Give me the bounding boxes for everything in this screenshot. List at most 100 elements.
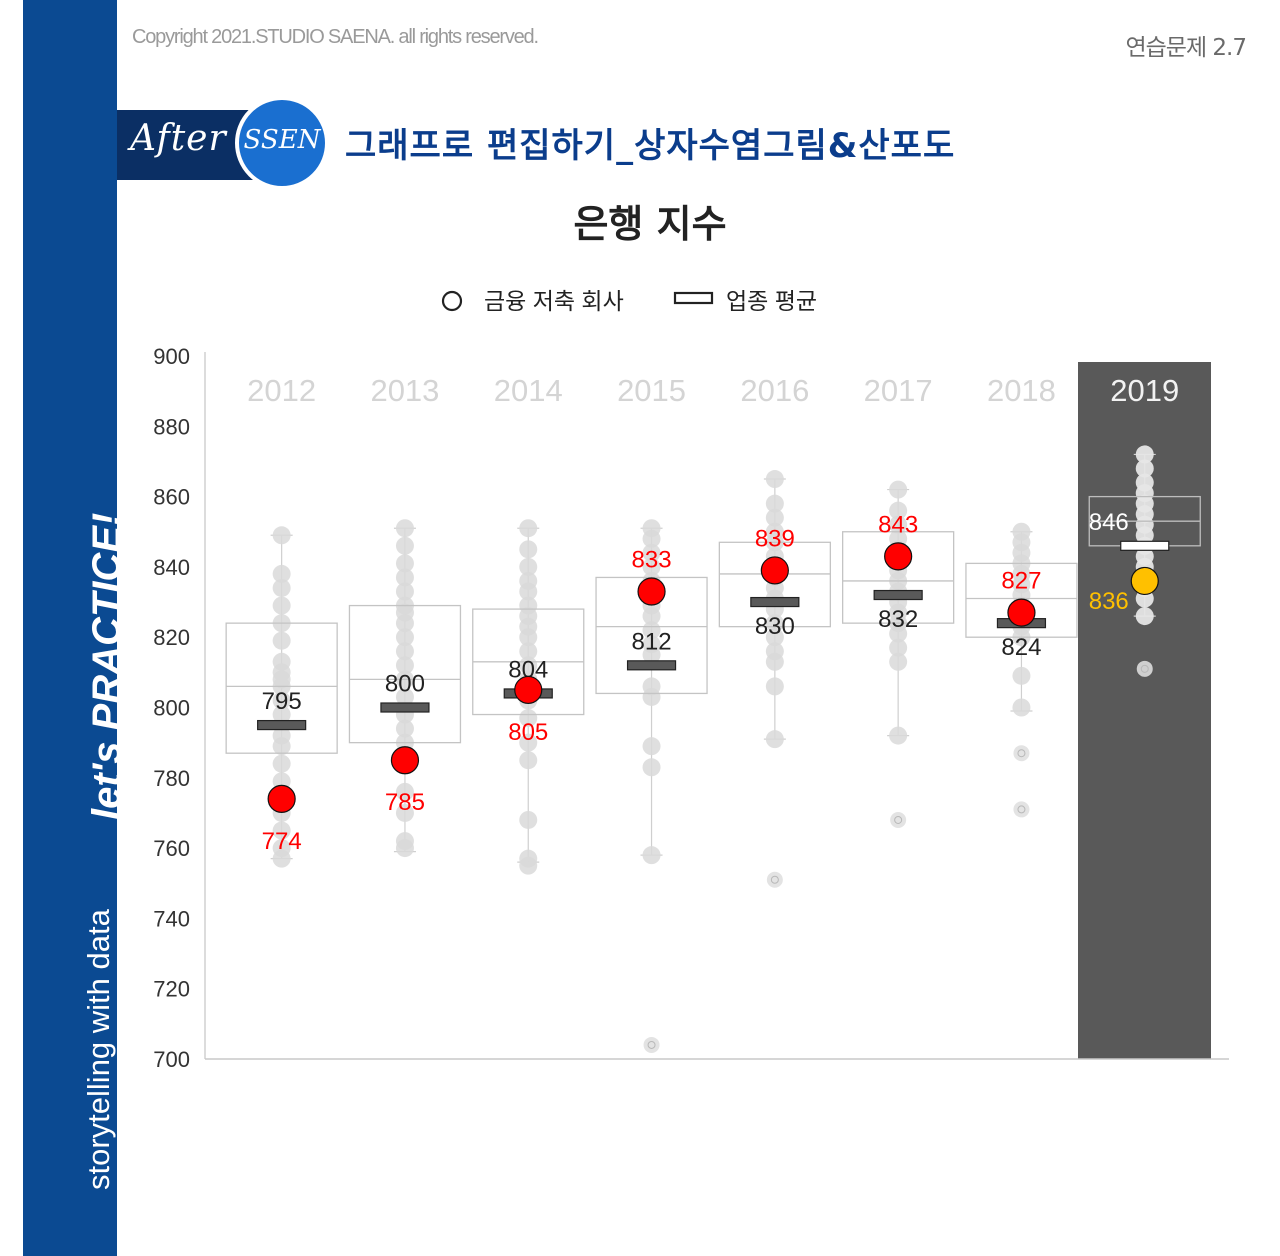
industry-average-label: 824 <box>1001 634 1041 661</box>
x-category-label: 2016 <box>740 373 809 408</box>
scatter-dot <box>272 754 291 773</box>
scatter-dot <box>1135 445 1154 464</box>
scatter-dot <box>519 628 538 647</box>
company-label: 827 <box>1001 568 1041 595</box>
industry-average-label: 830 <box>755 613 795 640</box>
scatter-dot <box>1012 698 1031 717</box>
industry-average-bar <box>873 589 923 601</box>
box-rect <box>965 562 1078 638</box>
industry-average-label: 832 <box>878 606 918 633</box>
x-category-label: 2018 <box>987 373 1056 408</box>
scatter-dot <box>642 543 661 562</box>
scatter-dot <box>519 519 538 538</box>
scatter-dot <box>395 719 414 738</box>
scatter-dot <box>272 691 291 710</box>
company-label: 843 <box>878 511 918 538</box>
company-label: 785 <box>385 789 425 816</box>
company-point <box>390 746 420 775</box>
y-tick-label: 840 <box>153 555 190 580</box>
scatter-dot <box>272 631 291 650</box>
scatter-dot <box>642 557 661 576</box>
scatter-dot <box>889 652 908 671</box>
outlier-dot <box>1136 660 1153 677</box>
scatter-dot <box>395 803 414 822</box>
scatter-dot <box>395 656 414 675</box>
company-label: 836 <box>1089 588 1129 615</box>
scatter-dot <box>642 621 661 640</box>
scatter-dot <box>272 705 291 724</box>
outlier-ring <box>647 1040 656 1049</box>
outlier-ring <box>1017 749 1026 758</box>
scatter-dot <box>395 536 414 555</box>
scatter-dot <box>765 494 784 513</box>
scatter-dot <box>395 554 414 573</box>
company-point <box>637 577 666 606</box>
scatter-dot <box>395 687 414 706</box>
scatter-dot <box>519 709 538 728</box>
x-category-label: 2014 <box>494 373 563 408</box>
scatter-dot <box>272 578 291 597</box>
scatter-dot <box>765 730 784 749</box>
scatter-dot <box>395 839 414 858</box>
scatter-dot <box>395 568 414 587</box>
scatter-dot <box>1135 459 1154 478</box>
company-point <box>267 784 296 813</box>
scatter-dot <box>765 677 784 696</box>
industry-average-label: 812 <box>632 628 672 655</box>
scatter-dot <box>272 737 291 756</box>
scatter-dot <box>1135 607 1154 626</box>
scatter-dot <box>642 846 661 865</box>
scatter-dot <box>395 519 414 538</box>
scatter-dot <box>519 642 538 661</box>
outlier-ring <box>894 815 903 824</box>
scatter-dot <box>519 540 538 559</box>
after-badge-text: After <box>130 118 227 159</box>
box-rect <box>842 531 955 624</box>
industry-average-bar <box>750 596 800 608</box>
scatter-dot <box>765 614 784 633</box>
industry-average-bar <box>257 719 307 731</box>
company-point <box>884 542 913 571</box>
industry-average-label: 800 <box>385 671 425 698</box>
scatter-dot <box>519 582 538 601</box>
scatter-dot <box>889 501 908 520</box>
y-tick-label: 900 <box>153 344 190 369</box>
scatter-dot <box>642 645 661 664</box>
box-rect <box>718 541 831 628</box>
outlier-ring <box>1140 664 1149 673</box>
industry-average-bar <box>1120 540 1170 551</box>
x-category-label: 2012 <box>247 373 316 408</box>
outlier-dot <box>1013 801 1030 818</box>
sidebar-band <box>23 0 117 1256</box>
scatter-dot <box>642 607 661 626</box>
scatter-dot <box>519 751 538 770</box>
scatter-dot <box>642 737 661 756</box>
scatter-dot <box>395 782 414 801</box>
scatter-dot <box>765 470 784 489</box>
outlier-dot <box>643 1036 660 1053</box>
legend: 금융 저축 회사 업종 평균 <box>441 288 817 314</box>
scatter-dot <box>642 687 661 706</box>
scatter-dot <box>889 726 908 745</box>
company-label: 839 <box>755 525 795 552</box>
y-tick-label: 740 <box>153 906 190 931</box>
y-tick-label: 820 <box>153 625 190 650</box>
scatter-dot <box>272 849 291 868</box>
company-point <box>514 675 543 705</box>
sidebar-slogan: let's PRACTICE! <box>85 513 117 820</box>
outlier-ring <box>770 875 779 884</box>
chart-title: 은행 지수 <box>573 202 727 246</box>
copyright-text: Copyright 2021.STUDIO SAENA. all rights … <box>132 26 539 48</box>
x-category-label: 2015 <box>617 373 686 408</box>
scatter-dot <box>519 733 538 752</box>
scatter-dot <box>519 810 538 829</box>
scatter-dot <box>889 515 908 534</box>
section-title: 그래프로 편집하기_상자수염그림&산포도 <box>345 126 956 166</box>
y-tick-label: 760 <box>153 836 190 861</box>
scatter-dot <box>272 526 291 545</box>
ssen-badge-text: SSEN <box>243 125 321 155</box>
company-label: 774 <box>262 828 302 855</box>
scatter-dot <box>519 557 538 576</box>
legend-label-average: 업종 평균 <box>726 288 817 314</box>
industry-average-label: 795 <box>262 688 302 715</box>
